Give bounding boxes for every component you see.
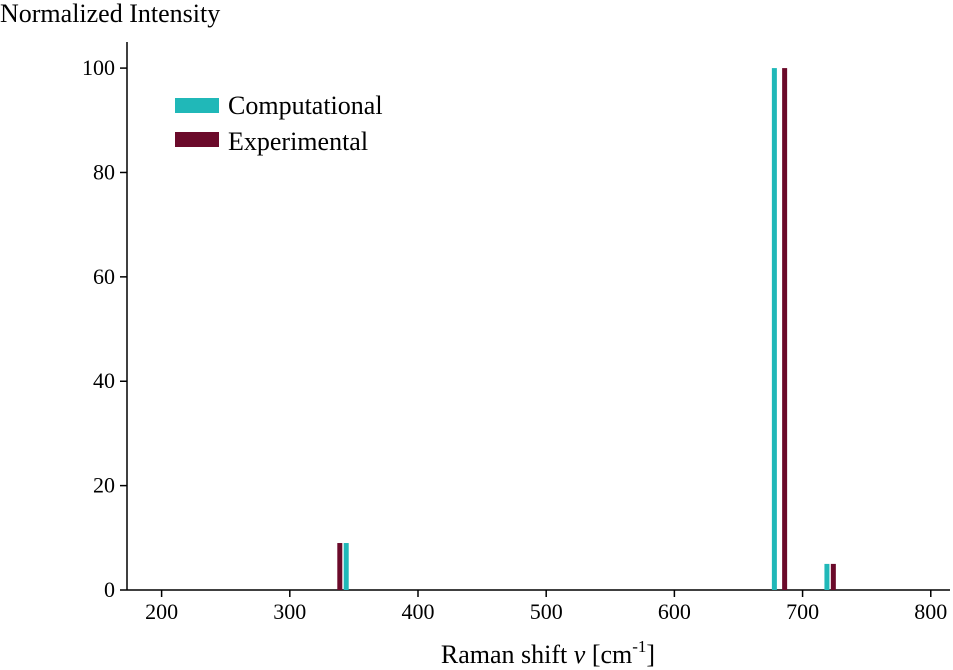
x-axis-label-unit-sup: -1 — [632, 637, 646, 656]
bar-experimental — [830, 563, 836, 590]
x-axis-label-unit-close: ] — [646, 640, 655, 669]
legend-label-experimental: Experimental — [228, 127, 368, 156]
legend: Computational Experimental — [175, 91, 383, 156]
bars — [337, 68, 836, 591]
y-axis-label: Normalized Intensity — [0, 0, 220, 28]
x-ticks: 200 300 400 500 600 700 800 — [145, 590, 947, 624]
x-tick-label: 600 — [658, 599, 691, 624]
x-tick-label: 500 — [530, 599, 563, 624]
legend-swatch-experimental — [175, 132, 219, 147]
x-tick-label: 300 — [273, 599, 306, 624]
x-tick-label: 800 — [914, 599, 947, 624]
x-axis-label-unit-open: [cm — [585, 640, 632, 669]
legend-swatch-computational — [175, 98, 219, 113]
y-tick-label: 100 — [82, 55, 115, 80]
y-tick-label: 20 — [93, 473, 115, 498]
y-tick-label: 0 — [104, 577, 115, 602]
x-tick-label: 200 — [145, 599, 178, 624]
x-axis-label-symbol: ν — [574, 640, 586, 669]
bar-computational — [343, 543, 349, 590]
legend-label-computational: Computational — [228, 91, 383, 120]
x-tick-label: 400 — [401, 599, 434, 624]
x-tick-label: 700 — [786, 599, 819, 624]
y-tick-label: 60 — [93, 264, 115, 289]
x-axis-label-main: Raman shift — [441, 640, 574, 669]
bar-experimental — [782, 68, 788, 591]
y-tick-label: 40 — [93, 368, 115, 393]
bar-experimental — [337, 543, 343, 590]
bar-computational — [771, 68, 777, 591]
bar-computational — [824, 563, 830, 590]
x-axis-label: Raman shift ν [cm-1] — [441, 637, 655, 669]
y-ticks: 0 20 40 60 80 100 — [82, 55, 127, 602]
y-tick-label: 80 — [93, 159, 115, 184]
